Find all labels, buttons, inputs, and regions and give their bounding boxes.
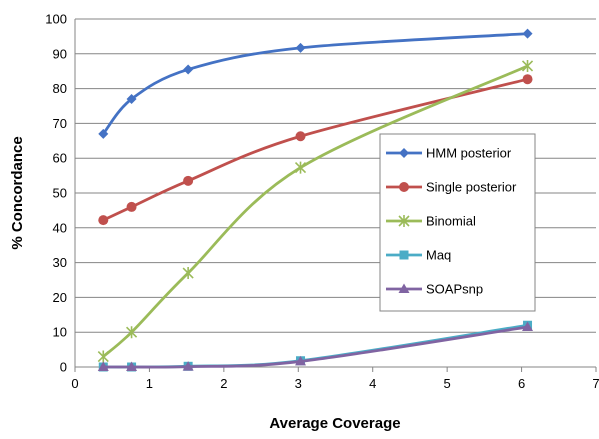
y-tick-label: 40 <box>53 220 67 235</box>
x-tick-label: 4 <box>369 376 376 391</box>
y-tick-label: 0 <box>60 360 67 375</box>
legend: HMM posterior Single posterior Binomial Maq… <box>379 133 536 312</box>
x-axis-title: Average Coverage <box>269 415 400 432</box>
legend-swatch-marker <box>398 283 410 293</box>
legend-swatch-marker <box>398 215 410 227</box>
data-point <box>295 355 307 366</box>
legend-item: Single posterior <box>386 180 517 195</box>
data-point <box>98 215 109 226</box>
y-axis-title: % Concordance <box>9 136 26 249</box>
data-point <box>126 326 138 339</box>
data-point <box>522 28 533 39</box>
series-hmm-posterior <box>98 28 533 139</box>
data-point <box>182 267 194 280</box>
data-point <box>522 321 534 331</box>
y-tick-label: 60 <box>53 151 67 166</box>
data-point <box>97 350 109 363</box>
legend-item: Binomial <box>386 214 476 229</box>
data-point <box>522 74 533 85</box>
series-soapsnp <box>97 321 534 371</box>
y-tick-label: 50 <box>53 186 67 201</box>
series-lines <box>97 28 534 372</box>
x-tick-label: 3 <box>295 376 302 391</box>
data-point <box>98 128 109 139</box>
y-tick-label: 80 <box>53 81 67 96</box>
y-tick-label: 100 <box>45 12 67 27</box>
data-point <box>294 161 307 174</box>
data-point <box>183 64 194 75</box>
legend-swatch-marker <box>399 250 409 260</box>
legend-label: SOAPsnp <box>426 282 483 297</box>
data-point <box>295 131 306 142</box>
x-tick-label: 0 <box>71 376 78 391</box>
data-point <box>97 361 109 371</box>
y-tick-label: 30 <box>53 255 67 270</box>
data-point <box>126 201 137 212</box>
legend-item: SOAPsnp <box>386 282 483 297</box>
series-single-posterior <box>98 74 533 226</box>
series-maq <box>98 320 533 372</box>
y-tick-label: 70 <box>53 116 67 131</box>
data-point <box>183 175 194 186</box>
x-tick-label: 5 <box>444 376 451 391</box>
legend-item: HMM posterior <box>386 146 512 161</box>
legend-label: Single posterior <box>426 180 517 195</box>
data-point <box>182 361 194 371</box>
data-point <box>126 361 138 371</box>
x-tick-label: 2 <box>220 376 227 391</box>
x-tick-label: 6 <box>518 376 525 391</box>
series-line <box>102 32 528 135</box>
data-point <box>295 42 306 53</box>
y-tick-label: 10 <box>53 325 67 340</box>
x-tick-label: 7 <box>592 376 599 391</box>
y-tick-label: 20 <box>53 290 67 305</box>
legend-label: Binomial <box>426 214 476 229</box>
legend-label: Maq <box>426 248 451 263</box>
series-binomial <box>97 59 534 363</box>
y-tick-label: 90 <box>53 46 67 61</box>
data-point <box>126 94 137 105</box>
x-tick-label: 1 <box>146 376 153 391</box>
series-line <box>103 325 528 369</box>
legend-swatch-marker <box>399 182 409 192</box>
legend-label: HMM posterior <box>426 146 512 161</box>
legend-item: Maq <box>386 248 451 263</box>
legend-swatch-marker <box>399 148 409 158</box>
axes: 0 10 20 30 40 50 60 70 80 90 100 0 1 2 3 4 5 6 7 <box>45 12 599 392</box>
data-point <box>521 59 534 72</box>
